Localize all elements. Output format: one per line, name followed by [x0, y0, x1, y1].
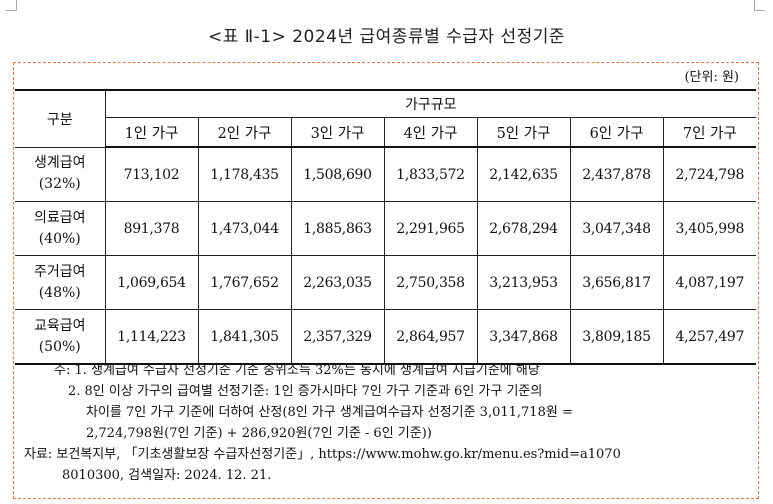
note-line-2b: 차이를 7인 가구 기준에 더하여 산정(8인 가구 생계급여수급자 선정기준 … — [86, 405, 573, 420]
table-row: 의료급여 (40%) 891,378 1,473,044 1,885,863 2,… — [15, 201, 757, 256]
table-cell: 2,750,358 — [383, 255, 478, 310]
table-cell: 2,142,635 — [476, 146, 571, 202]
table-cell: 2,437,878 — [569, 146, 664, 202]
table-cell: 1,841,305 — [197, 309, 292, 365]
table-cell: 2,724,798 — [662, 146, 757, 202]
row-label-cell: 주거급여 (48%) — [15, 255, 106, 310]
table-cell: 2,263,035 — [290, 255, 385, 310]
table-cell: 2,291,965 — [383, 201, 478, 256]
table-cell: 2,864,957 — [383, 309, 478, 365]
table-notes: 주: 1. 생계급여 수급자 선정기준 기준 중위소득 32%는 동시에 생계급… — [24, 360, 754, 486]
table-cell: 2,357,329 — [290, 309, 385, 365]
table-cell: 1,178,435 — [197, 146, 292, 202]
source-line-b: 8010300, 검색일자: 2024. 12. 21. — [62, 468, 272, 483]
page-corner-mark-right — [754, 0, 765, 11]
row-label: 의료급여 — [33, 209, 86, 226]
table-cell: 4,257,497 — [662, 309, 757, 365]
column-header: 3인 가구 — [290, 117, 385, 148]
row-percent: (50%) — [38, 338, 81, 355]
table-cell: 713,102 — [104, 146, 199, 202]
table-cell: 3,656,817 — [569, 255, 664, 310]
table-cell: 2,678,294 — [476, 201, 571, 256]
table-subheader-row: 1인 가구 2인 가구 3인 가구 4인 가구 5인 가구 6인 가구 7인 가… — [15, 117, 757, 148]
table-cell: 3,809,185 — [569, 309, 664, 365]
row-label-cell: 교육급여 (50%) — [15, 309, 106, 365]
page-title: <표 Ⅱ-1> 2024년 급여종류별 수급자 선정기준 — [207, 27, 566, 47]
row-percent: (40%) — [38, 230, 81, 247]
note-line-1: 주: 1. 생계급여 수급자 선정기준 기준 중위소득 32%는 동시에 생계급… — [54, 363, 540, 378]
unit-label: (단위: 원) — [684, 70, 739, 85]
row-header-cell: 구분 — [15, 89, 106, 148]
note-line-2c: 2,724,798원(7인 기준) + 286,920원(7인 기준 - 6인 … — [86, 426, 432, 441]
table-cell: 1,473,044 — [197, 201, 292, 256]
row-percent: (32%) — [38, 176, 81, 193]
row-label: 생계급여 — [33, 155, 86, 172]
note-line-2a: 2. 8인 이상 가구의 급여별 선정기준: 1인 증가시마다 7인 가구 기준… — [68, 384, 543, 399]
column-header: 1인 가구 — [105, 117, 199, 148]
benefit-criteria-table: 구분 가구규모 1인 가구 2인 가구 3인 가구 4인 가구 5인 가구 6인… — [15, 89, 757, 365]
table-cell: 3,213,953 — [476, 255, 571, 310]
table-cell: 1,508,690 — [290, 146, 385, 202]
page-corner-mark-left — [6, 0, 17, 11]
column-header: 4인 가구 — [383, 117, 478, 148]
table-cell: 3,405,998 — [662, 201, 757, 256]
table-row: 교육급여 (50%) 1,114,223 1,841,305 2,357,329 … — [15, 309, 757, 365]
table-row: 주거급여 (48%) 1,069,654 1,767,652 2,263,035 … — [15, 255, 757, 310]
group-header-cell: 가구규모 — [104, 89, 757, 118]
table-row: 생계급여 (32%) 713,102 1,178,435 1,508,690 1,… — [15, 146, 757, 202]
selection-frame — [13, 62, 759, 499]
row-label: 주거급여 — [33, 263, 86, 280]
table-cell: 4,087,197 — [662, 255, 757, 310]
row-label: 교육급여 — [33, 317, 86, 334]
column-header: 2인 가구 — [197, 117, 292, 148]
column-header: 6인 가구 — [569, 117, 664, 148]
table-cell: 1,069,654 — [104, 255, 199, 310]
row-percent: (48%) — [38, 284, 81, 301]
table-cell: 891,378 — [104, 201, 199, 256]
table-cell: 1,885,863 — [290, 201, 385, 256]
table-cell: 1,767,652 — [197, 255, 292, 310]
column-header: 5인 가구 — [476, 117, 571, 148]
source-line-a: 자료: 보건복지부, 「기초생활보장 수급자선정기준」, https://www… — [24, 447, 621, 462]
table-cell: 1,833,572 — [383, 146, 478, 202]
row-label-cell: 의료급여 (40%) — [15, 201, 106, 256]
column-header: 7인 가구 — [662, 117, 757, 148]
table-header-row: 구분 가구규모 — [15, 89, 757, 148]
table-cell: 3,047,348 — [569, 201, 664, 256]
table-cell: 1,114,223 — [104, 309, 199, 365]
row-label-cell: 생계급여 (32%) — [15, 146, 106, 202]
table-cell: 3,347,868 — [476, 309, 571, 365]
